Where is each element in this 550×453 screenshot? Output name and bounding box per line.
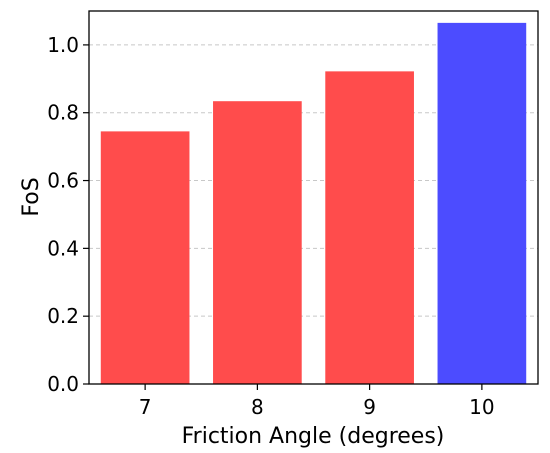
- x-axis-label: Friction Angle (degrees): [182, 424, 445, 449]
- bar-10: [437, 22, 527, 384]
- y-tick-label: 0.4: [47, 236, 79, 260]
- y-tick-label: 0.6: [47, 169, 79, 193]
- bar-7: [100, 131, 190, 384]
- plot-frame: [88, 10, 539, 385]
- y-axis-label: FoS: [19, 177, 44, 216]
- y-tick-label: 0.2: [47, 304, 79, 328]
- bars: [100, 22, 527, 384]
- bar-8: [213, 101, 302, 384]
- x-tick-label: 7: [139, 395, 152, 419]
- bar-9: [325, 71, 414, 384]
- x-tick-label: 10: [469, 395, 494, 419]
- y-axis-ticks: 0.0 0.2 0.4 0.6 0.8 1.0: [47, 33, 89, 396]
- y-tick-label: 0.8: [47, 101, 79, 125]
- y-tick-label: 1.0: [47, 33, 79, 57]
- x-tick-label: 9: [363, 395, 376, 419]
- x-tick-label: 8: [251, 395, 264, 419]
- y-tick-label: 0.0: [47, 372, 79, 396]
- x-axis-ticks: 7 8 9 10: [139, 384, 495, 419]
